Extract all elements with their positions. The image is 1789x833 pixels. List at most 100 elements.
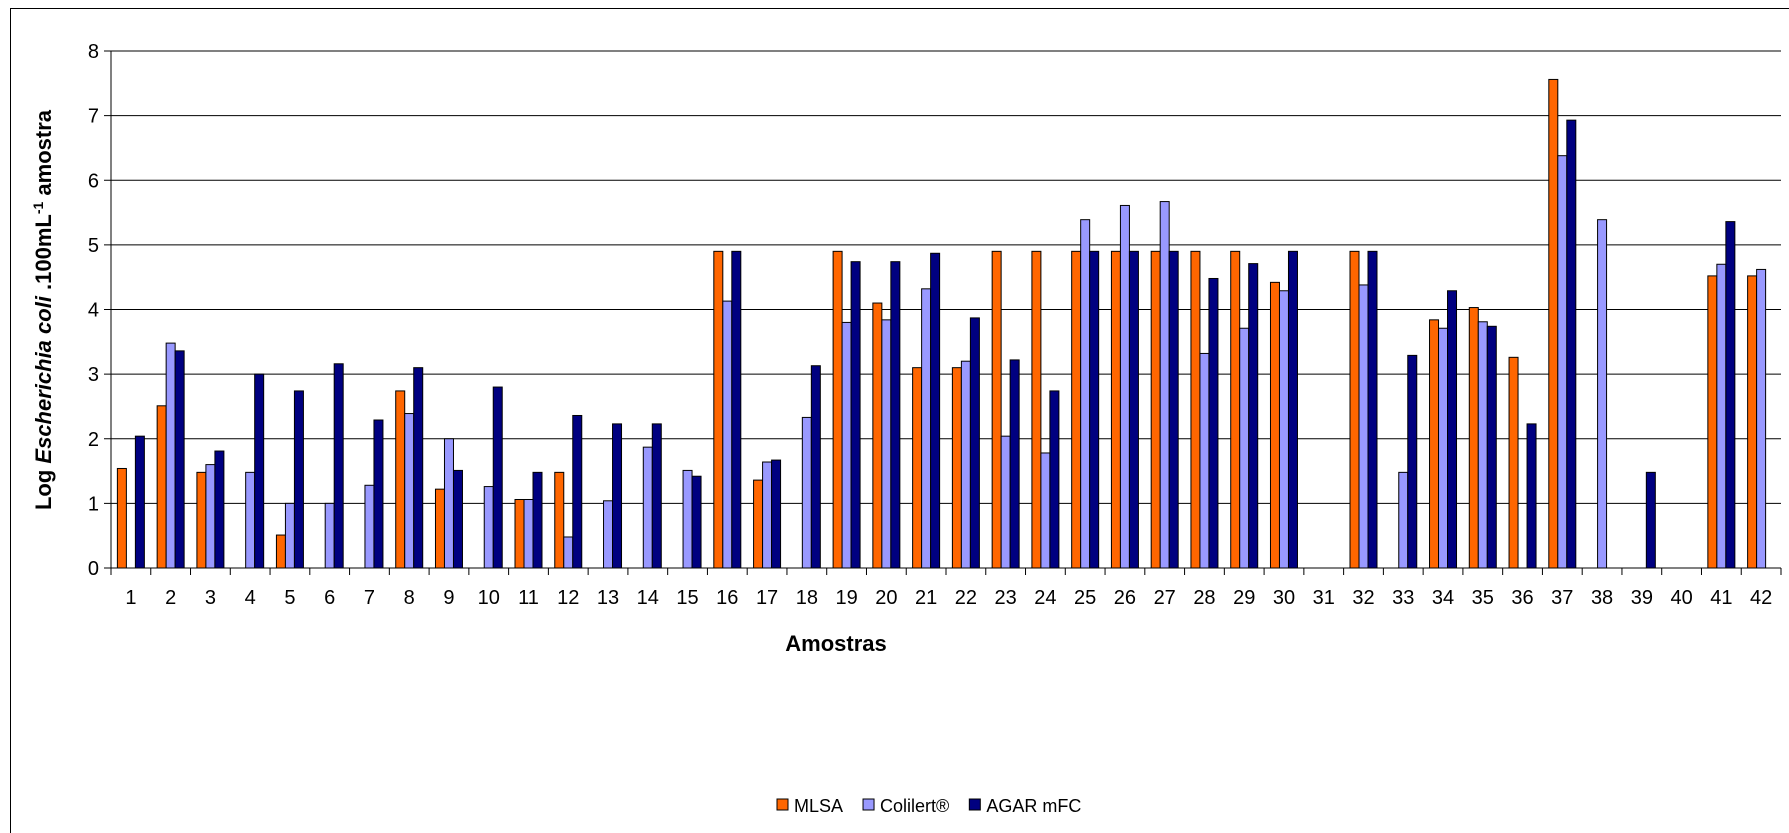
bar-agar-mfc-12	[572, 414, 583, 569]
x-tick-label: 23	[995, 587, 1017, 609]
x-tick-label: 2	[165, 587, 176, 609]
bar-agar-mfc-19	[850, 261, 861, 569]
bar-agar-mfc-36	[1526, 423, 1537, 569]
x-tick-label: 12	[557, 587, 579, 609]
x-tick-label: 11	[518, 587, 539, 609]
bar-colilert--21	[921, 288, 932, 569]
bar-colilert--20	[881, 319, 892, 569]
bar-agar-mfc-33	[1407, 354, 1418, 569]
bar-agar-mfc-22	[969, 317, 980, 569]
x-tick-label: 34	[1432, 587, 1454, 609]
bars	[116, 78, 1767, 569]
bar-mlsa-32	[1349, 250, 1360, 569]
x-tick-label: 24	[1034, 587, 1056, 609]
x-tick-label: 18	[796, 587, 818, 609]
x-tick-label: 8	[404, 587, 415, 609]
x-tick-label: 15	[676, 587, 698, 609]
bar-colilert--30	[1278, 290, 1289, 569]
bar-colilert--11	[523, 498, 534, 569]
bar-agar-mfc-5	[293, 390, 304, 569]
x-tick-label: 5	[284, 587, 295, 609]
bar-agar-mfc-29	[1248, 263, 1259, 569]
y-tick-label: 7	[88, 106, 99, 128]
bar-colilert--41	[1716, 263, 1727, 569]
bar-colilert--13	[603, 500, 614, 569]
x-tick-label: 42	[1750, 587, 1772, 609]
bar-mlsa-36	[1508, 356, 1519, 569]
bar-mlsa-35	[1468, 307, 1479, 569]
x-tick-labels: 1 2 3 4 5 6 7 8 9 10 11 12 13 14 15 16 17 18 19 20 21 22 23 24 2…	[125, 587, 1772, 609]
bar-colilert--8	[404, 413, 415, 569]
bar-colilert--27	[1159, 201, 1170, 569]
bar-agar-mfc-8	[413, 367, 424, 569]
bar-agar-mfc-10	[492, 386, 503, 569]
bar-mlsa-25	[1071, 250, 1082, 569]
bar-mlsa-30	[1269, 281, 1280, 569]
legend-swatch	[862, 798, 875, 811]
bar-mlsa-11	[514, 498, 525, 569]
bar-colilert--16	[722, 300, 733, 569]
bar-colilert--3	[205, 464, 216, 569]
bar-agar-mfc-21	[930, 252, 941, 569]
x-tick-label: 6	[324, 587, 335, 609]
bar-mlsa-24	[1031, 250, 1042, 569]
y-axis-title-organism: Escherichia coli	[31, 295, 56, 463]
y-axis-title-suffix: amostra	[31, 109, 56, 201]
x-tick-label: 10	[478, 587, 500, 609]
bar-agar-mfc-4	[254, 373, 265, 569]
bar-agar-mfc-16	[731, 250, 742, 569]
bar-agar-mfc-1	[134, 435, 145, 569]
y-tick-labels: 0 1 2 3 4 5 6 7 8	[88, 41, 99, 580]
bar-agar-mfc-11	[532, 471, 543, 569]
x-tick-label: 17	[756, 587, 778, 609]
legend-swatch	[968, 798, 981, 811]
bar-mlsa-29	[1230, 250, 1241, 569]
bar-agar-mfc-13	[612, 423, 623, 569]
bar-mlsa-12	[554, 471, 565, 569]
bar-colilert--34	[1438, 327, 1449, 569]
bar-colilert--19	[841, 321, 852, 569]
x-tick-label: 14	[637, 587, 659, 609]
bar-colilert--15	[682, 469, 693, 569]
bar-mlsa-17	[753, 479, 764, 569]
legend: MLSA Colilert® AGAR mFC	[776, 796, 1081, 816]
bar-colilert--25	[1080, 219, 1091, 569]
bar-colilert--38	[1597, 219, 1608, 569]
bar-colilert--2	[165, 342, 176, 569]
bar-colilert--24	[1040, 452, 1051, 569]
x-tick-label: 29	[1233, 587, 1255, 609]
bar-agar-mfc-32	[1367, 250, 1378, 569]
bar-agar-mfc-27	[1168, 250, 1179, 569]
bar-colilert--10	[483, 486, 494, 569]
bar-agar-mfc-2	[174, 350, 185, 569]
bar-agar-mfc-28	[1208, 277, 1219, 569]
legend-swatch	[776, 798, 789, 811]
bar-mlsa-37	[1548, 78, 1559, 569]
bar-mlsa-28	[1190, 250, 1201, 569]
legend-label: Colilert®	[880, 796, 949, 816]
bar-colilert--17	[762, 461, 773, 569]
bar-mlsa-41	[1707, 275, 1718, 569]
legend-label: MLSA	[794, 796, 843, 816]
y-tick-label: 4	[88, 300, 99, 322]
y-tick-label: 3	[88, 364, 99, 386]
bar-mlsa-5	[275, 534, 286, 569]
x-tick-label: 30	[1273, 587, 1295, 609]
y-tick-label: 2	[88, 429, 99, 451]
y-axis-title: Log Escherichia coli .100mL-1 amostra	[30, 109, 56, 510]
bar-mlsa-34	[1429, 319, 1440, 569]
bar-colilert--12	[563, 536, 574, 569]
bar-agar-mfc-35	[1486, 325, 1497, 569]
bar-agar-mfc-17	[771, 459, 782, 569]
bar-colilert--29	[1239, 327, 1250, 569]
x-tick-label: 20	[875, 587, 897, 609]
bar-colilert--6	[324, 502, 335, 569]
x-axis-title: Amostras	[785, 631, 886, 656]
bar-mlsa-42	[1747, 275, 1758, 569]
x-tick-label: 4	[245, 587, 256, 609]
bar-mlsa-9	[434, 488, 445, 569]
x-tick-label: 26	[1114, 587, 1136, 609]
bar-colilert--32	[1358, 284, 1369, 569]
bar-mlsa-21	[912, 367, 923, 569]
